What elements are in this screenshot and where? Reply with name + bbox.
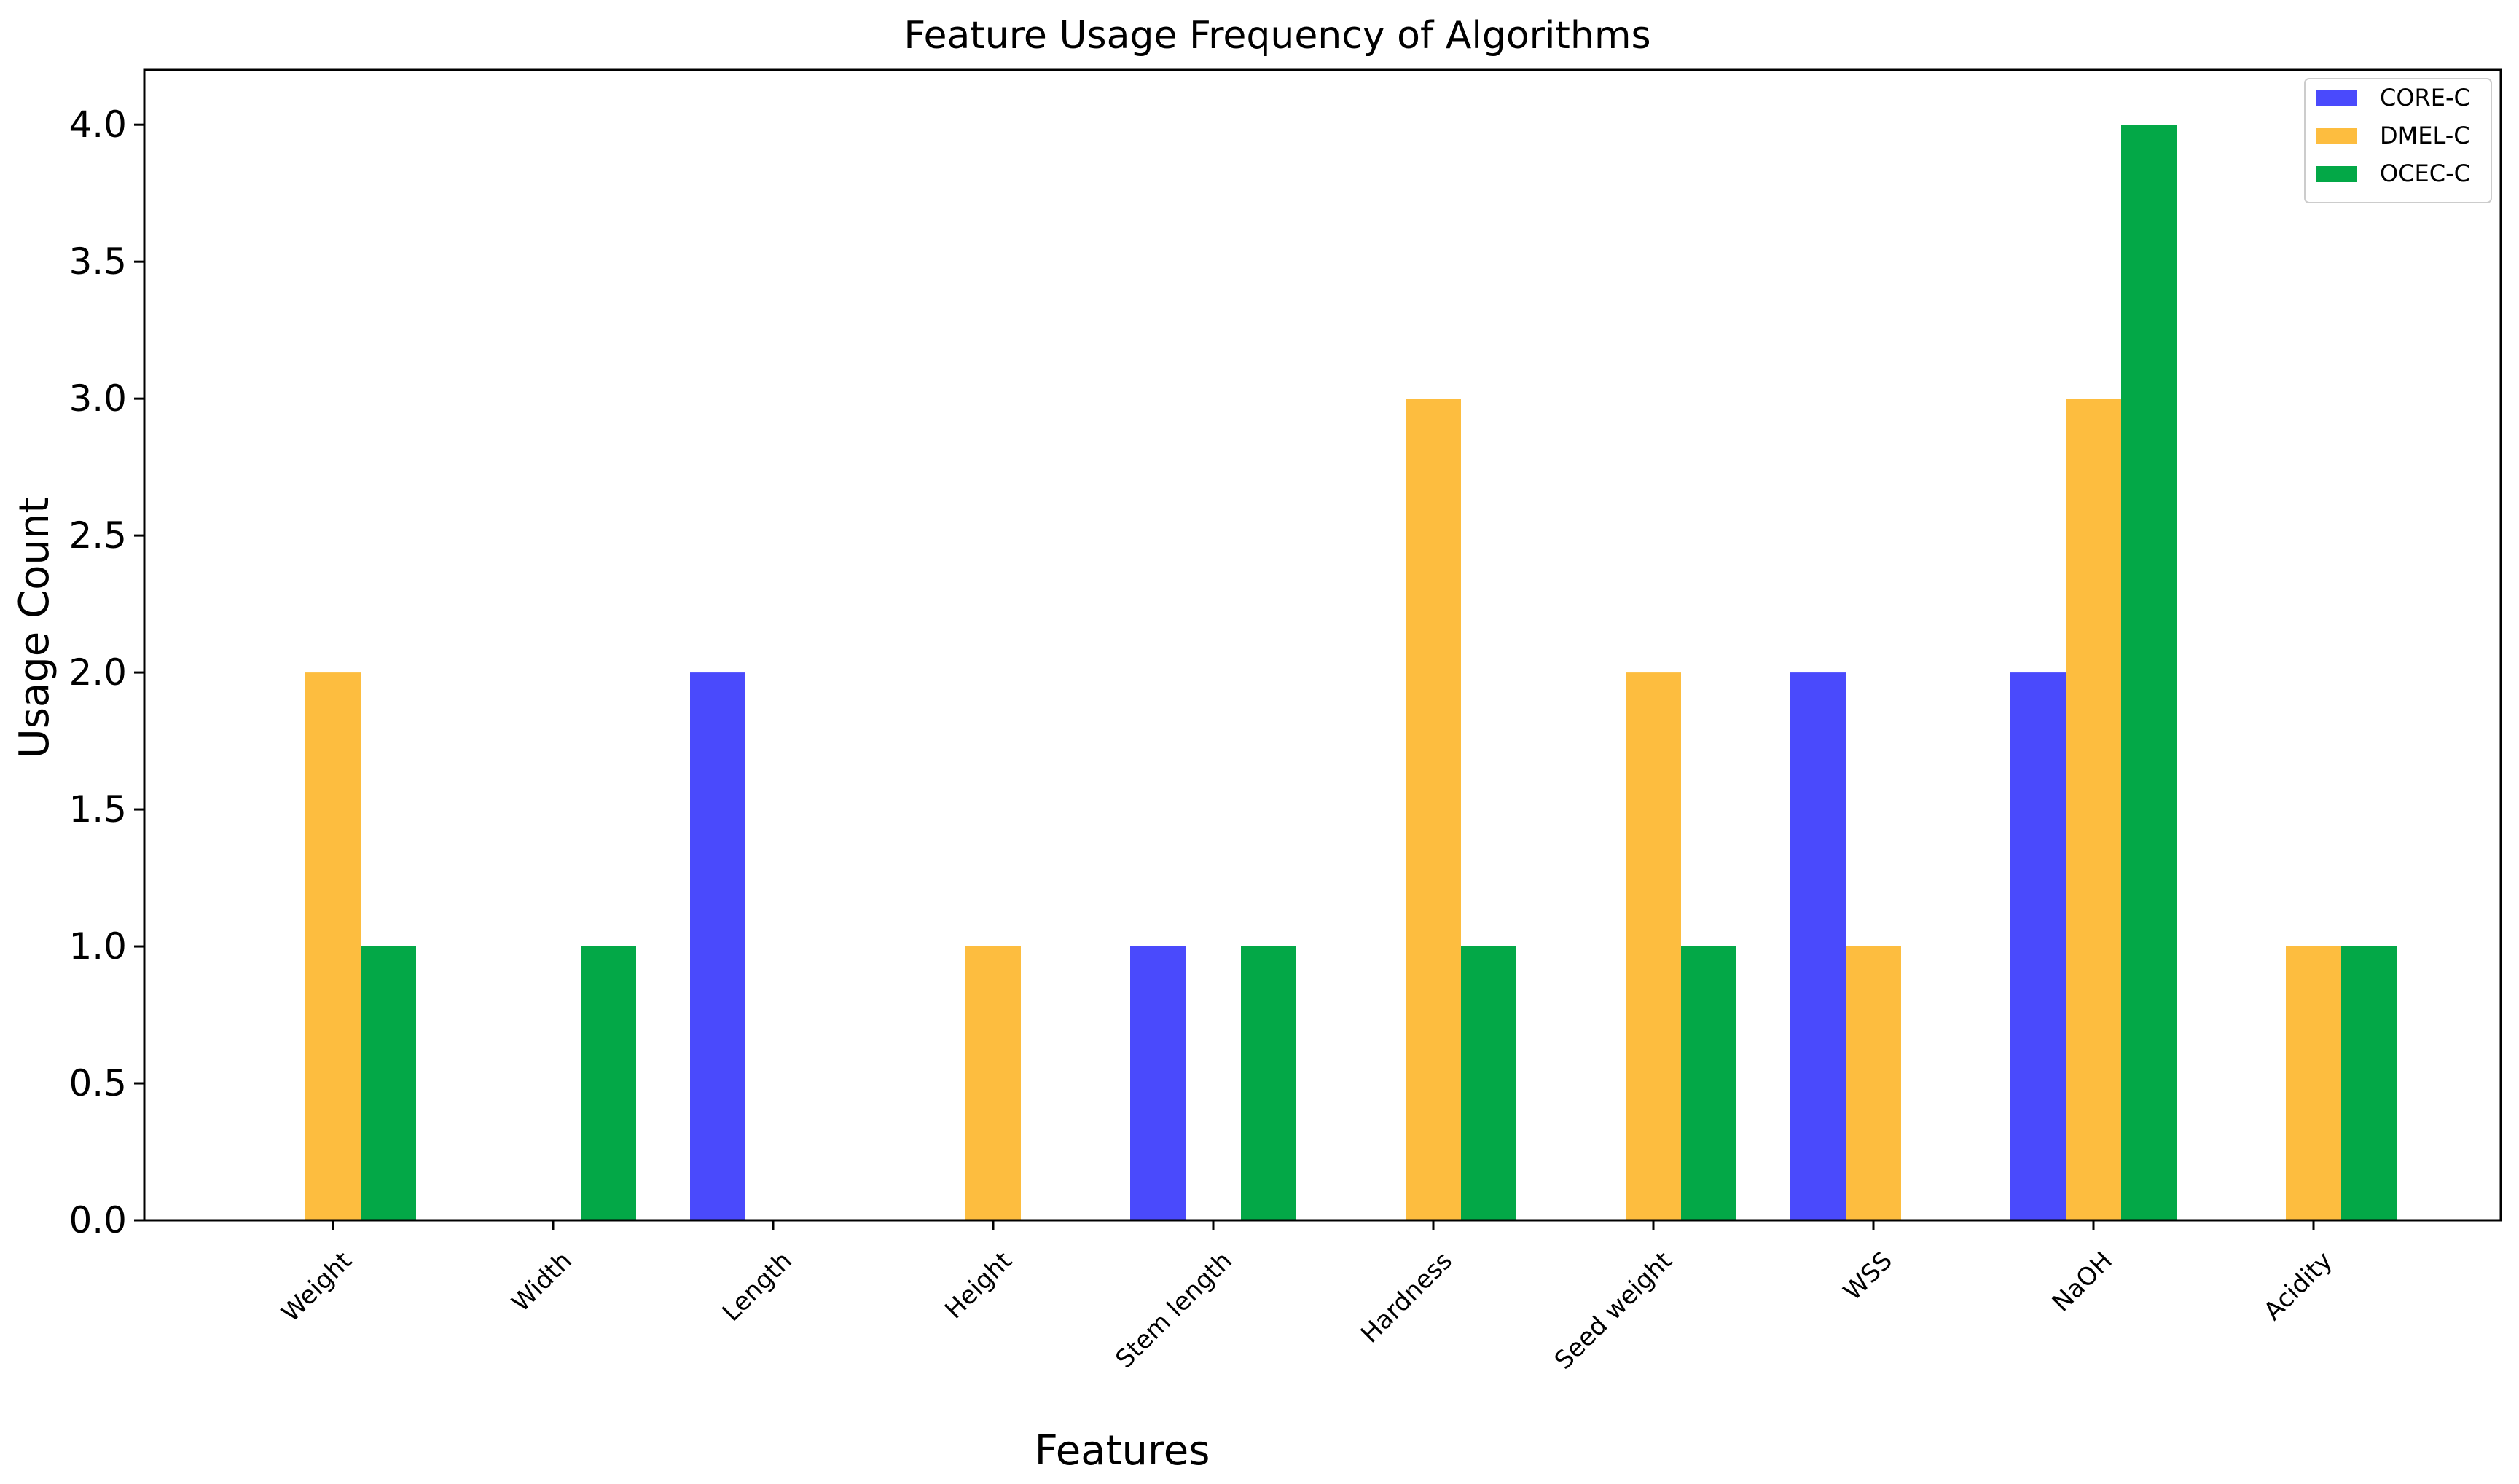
legend: CORE-C DMEL-C OCEC-C: [2304, 78, 2492, 203]
bar-dmel-c-hardness: [1406, 399, 1461, 1220]
x-tick-label: Seed weight: [1549, 1247, 1678, 1375]
x-tick-label: NaOH: [2047, 1247, 2118, 1318]
x-tick-label: Weight: [276, 1247, 358, 1328]
y-tick-label: 0.0: [68, 1199, 127, 1241]
bar-dmel-c-naoh: [2066, 399, 2121, 1220]
legend-label-dmel-c: DMEL-C: [2380, 122, 2470, 149]
bar-dmel-c-height: [965, 946, 1021, 1220]
bar-dmel-c-wss: [1846, 946, 1901, 1220]
bar-ocec-c-weight: [361, 946, 416, 1220]
x-tick-label: WSS: [1838, 1247, 1898, 1307]
bar-core-c-wss: [1790, 672, 1846, 1220]
legend-label-core-c: CORE-C: [2380, 84, 2470, 111]
y-tick-label: 1.5: [68, 788, 127, 831]
x-axis: Weight Width Length Height Stem length Hardne…: [276, 1220, 2338, 1375]
plot-area: [143, 68, 2502, 1222]
legend-label-ocec-c: OCEC-C: [2380, 160, 2470, 187]
legend-items: CORE-C DMEL-C OCEC-C: [2316, 84, 2470, 187]
x-tick-label: Stem length: [1110, 1247, 1237, 1374]
x-tick-label: Length: [717, 1247, 798, 1327]
x-axis-label: Features: [1035, 1427, 1210, 1475]
bar-dmel-c-acidity: [2286, 946, 2341, 1220]
bar-ocec-c-naoh: [2121, 125, 2177, 1221]
y-tick-label: 4.0: [68, 103, 127, 146]
bar-ocec-c-acidity: [2341, 946, 2397, 1220]
y-axis: 0.0 0.5 1.0 1.5 2.0 2.5 3.0 3.5 4.0: [68, 103, 144, 1241]
bar-core-c-length: [690, 672, 745, 1220]
bar-core-c-naoh: [2010, 672, 2066, 1220]
x-tick-label: Hardness: [1355, 1247, 1458, 1349]
y-tick-label: 2.5: [68, 514, 127, 557]
bar-dmel-c-weight: [305, 672, 361, 1220]
x-tick-label: Width: [506, 1247, 578, 1318]
bar-core-c-stem-length: [1130, 946, 1186, 1220]
y-tick-label: 3.0: [68, 377, 127, 420]
bar-ocec-c-seed-weight: [1681, 946, 1736, 1220]
legend-swatch-ocec-c: [2316, 166, 2357, 182]
y-axis-label: Usage Count: [11, 498, 58, 759]
x-tick-label: Height: [939, 1247, 1018, 1325]
y-tick-label: 2.0: [68, 651, 127, 694]
bar-ocec-c-width: [581, 946, 636, 1220]
bar-ocec-c-hardness: [1461, 946, 1516, 1220]
y-tick-label: 0.5: [68, 1062, 127, 1104]
y-tick-label: 3.5: [68, 240, 127, 283]
x-tick-label: Acidity: [2258, 1247, 2338, 1327]
bars-layer: [305, 125, 2397, 1221]
bar-ocec-c-stem-length: [1241, 946, 1296, 1220]
legend-swatch-dmel-c: [2316, 128, 2357, 144]
bar-dmel-c-seed-weight: [1626, 672, 1681, 1220]
legend-swatch-core-c: [2316, 90, 2357, 106]
y-tick-label: 1.0: [68, 925, 127, 967]
chart-title: Feature Usage Frequency of Algorithms: [904, 14, 1650, 58]
